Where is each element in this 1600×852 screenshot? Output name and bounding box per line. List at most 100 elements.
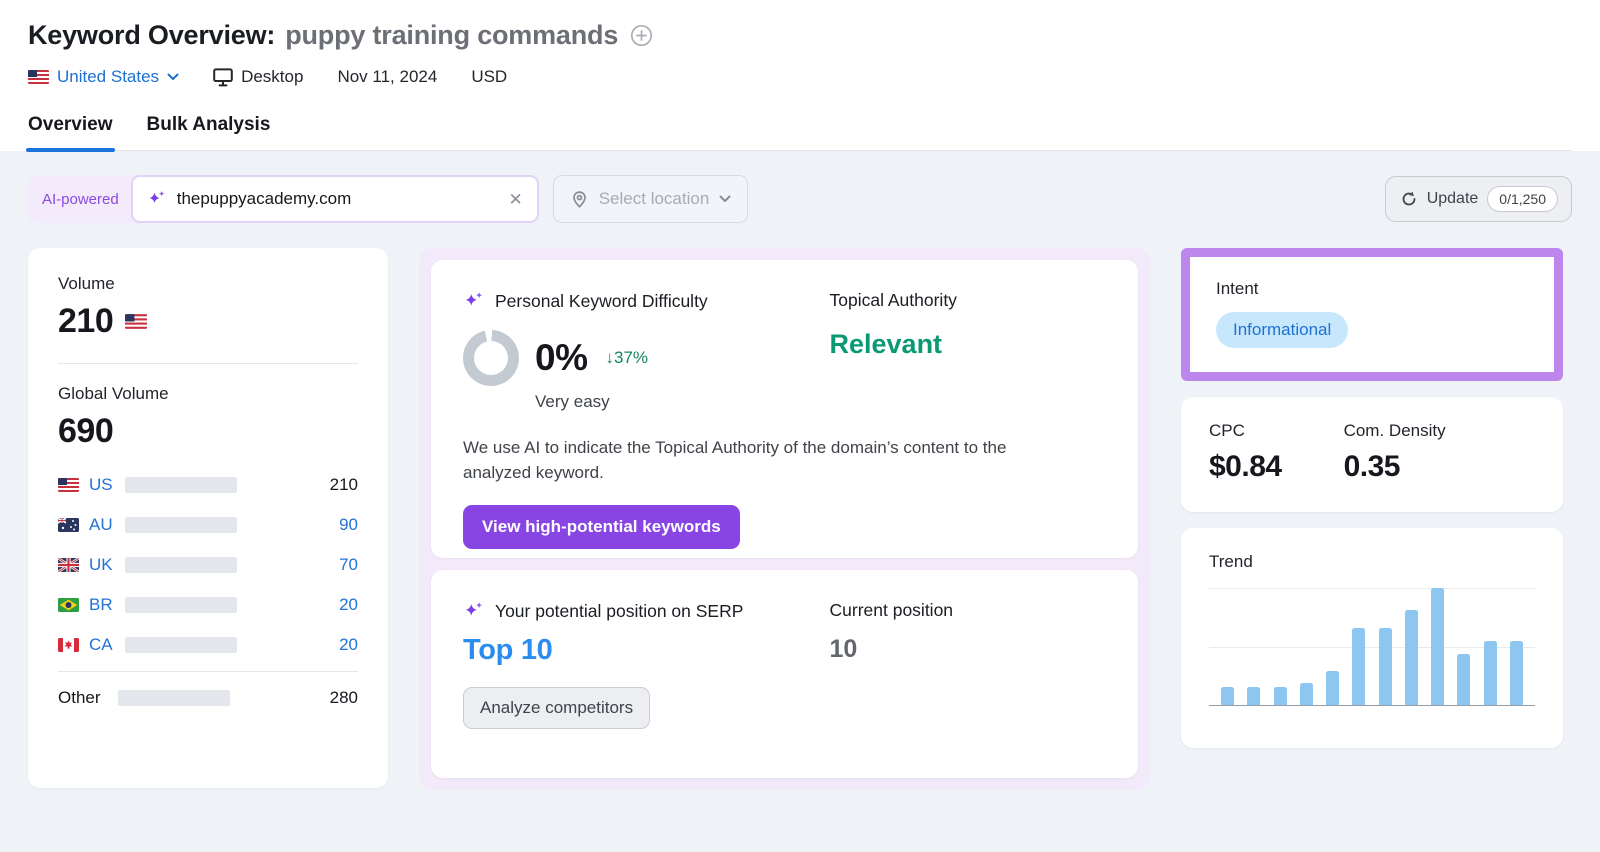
geo-row-uk: UK 70 <box>58 545 358 585</box>
geo-value[interactable]: 20 <box>339 595 358 614</box>
currency-indicator: USD <box>471 67 507 87</box>
serp-title: Your potential position on SERP <box>495 600 744 621</box>
personal-data-section: Personal Keyword Difficulty 0% ↓37% Very… <box>419 248 1150 790</box>
intent-card-highlight: Intent Informational <box>1181 248 1563 381</box>
domain-input-box[interactable]: ✕ <box>130 175 539 223</box>
divider <box>58 671 358 672</box>
geo-bar <box>125 637 237 653</box>
pkd-header: Personal Keyword Difficulty <box>463 290 830 312</box>
geo-value: 210 <box>329 475 358 494</box>
volume-label: Volume <box>58 274 115 293</box>
geo-row-au: AU 90 <box>58 505 358 545</box>
location-select[interactable]: Select location <box>552 175 749 223</box>
sparkles-icon <box>149 191 165 204</box>
domain-input[interactable] <box>176 189 499 209</box>
serp-position-card: Your potential position on SERP Top 10 A… <box>431 570 1138 778</box>
density-value: 0.35 <box>1343 450 1401 483</box>
trend-bar <box>1273 687 1287 705</box>
geo-bar <box>125 477 237 493</box>
chevron-down-icon <box>167 73 179 80</box>
volume-card: Volume 210 Global Volume 690 US 210 <box>28 248 388 788</box>
geo-bar <box>125 517 237 533</box>
trend-label: Trend <box>1209 552 1253 571</box>
content-area: AI-powered ✕ Select location Update 0/1,… <box>0 151 1600 852</box>
trend-bar <box>1431 588 1445 705</box>
cpc-label: CPC <box>1209 421 1245 440</box>
geo-row-other: Other 280 <box>58 678 358 718</box>
date-indicator: Nov 11, 2024 <box>337 67 437 87</box>
topical-authority-header: Topical Authority <box>829 290 957 310</box>
current-position-header: Current position <box>829 600 954 620</box>
clear-input-icon[interactable]: ✕ <box>508 189 523 209</box>
trend-bar <box>1457 653 1471 705</box>
us-flag-icon <box>28 70 49 84</box>
geo-country-link[interactable]: CA <box>89 635 113 654</box>
trend-bar <box>1378 627 1392 705</box>
intent-label: Intent <box>1216 279 1259 298</box>
pkd-title: Personal Keyword Difficulty <box>495 290 708 311</box>
trend-bar-chart <box>1209 588 1535 706</box>
geo-country-link[interactable]: UK <box>89 555 113 574</box>
current-position-value: 10 <box>829 635 858 663</box>
update-button[interactable]: Update 0/1,250 <box>1384 176 1572 222</box>
intent-card: Intent Informational <box>1190 257 1554 372</box>
update-button-label: Update <box>1426 190 1479 207</box>
geo-value[interactable]: 20 <box>339 635 358 654</box>
au-flag-icon <box>58 518 79 532</box>
geo-country-link[interactable]: BR <box>89 595 113 614</box>
us-flag-icon <box>125 314 148 329</box>
sparkles-icon <box>465 292 483 306</box>
topical-authority-value: Relevant <box>829 329 943 359</box>
right-column: Intent Informational CPC $0.84 Com. Dens… <box>1181 248 1563 790</box>
trend-bar <box>1299 682 1313 705</box>
geo-bar <box>125 557 237 573</box>
gridline <box>1209 588 1535 589</box>
trend-bar <box>1483 640 1497 705</box>
geo-other-label: Other <box>58 688 101 707</box>
trend-bar <box>1352 627 1366 705</box>
potential-position-value: Top 10 <box>463 634 553 666</box>
geo-country-link[interactable]: AU <box>89 515 113 534</box>
geo-bar <box>125 597 237 613</box>
tab-bulk-analysis[interactable]: Bulk Analysis <box>146 114 271 135</box>
currency-label: USD <box>471 67 508 86</box>
global-volume-label: Global Volume <box>58 384 169 403</box>
uk-flag-icon <box>58 558 79 572</box>
trend-bars <box>1221 588 1523 705</box>
ai-powered-pill: AI-powered ✕ <box>28 175 539 223</box>
trend-bar <box>1326 671 1340 705</box>
geo-distribution-list: US 210 AU 90 UK 70 <box>58 465 358 718</box>
location-pin-icon <box>572 190 586 208</box>
geo-value[interactable]: 90 <box>339 515 358 534</box>
divider <box>58 363 358 364</box>
desktop-icon <box>213 67 233 86</box>
trend-bar <box>1509 640 1523 705</box>
tab-overview[interactable]: Overview <box>26 114 114 152</box>
trend-bar <box>1247 687 1261 705</box>
trend-bar <box>1221 687 1234 705</box>
country-selector[interactable]: United States <box>28 67 179 87</box>
pkd-donut-chart <box>463 330 519 386</box>
refresh-icon <box>1402 191 1416 206</box>
view-high-potential-keywords-button[interactable]: View high-potential keywords <box>463 505 740 550</box>
cpc-value: $0.84 <box>1209 450 1282 483</box>
device-label: Desktop <box>241 67 304 86</box>
gridline <box>1209 647 1535 648</box>
global-volume-value: 690 <box>58 412 114 450</box>
geo-value: 280 <box>329 688 358 707</box>
geo-row-us: US 210 <box>58 465 358 505</box>
location-select-label: Select location <box>598 189 710 208</box>
geo-row-ca: CA 20 <box>58 625 358 665</box>
geo-country-link[interactable]: US <box>89 475 113 494</box>
pkd-delta: ↓37% <box>605 348 649 367</box>
update-quota-badge: 0/1,250 <box>1487 186 1558 212</box>
geo-row-br: BR 20 <box>58 585 358 625</box>
analyze-competitors-button[interactable]: Analyze competitors <box>463 687 651 729</box>
geo-value[interactable]: 70 <box>339 555 358 574</box>
database-meta-row: United States Desktop Nov 11, 2024 USD <box>28 67 1572 87</box>
intent-badge[interactable]: Informational <box>1216 312 1349 348</box>
ca-flag-icon <box>58 638 79 652</box>
trend-bar <box>1404 610 1418 705</box>
add-keyword-icon[interactable] <box>630 24 653 47</box>
